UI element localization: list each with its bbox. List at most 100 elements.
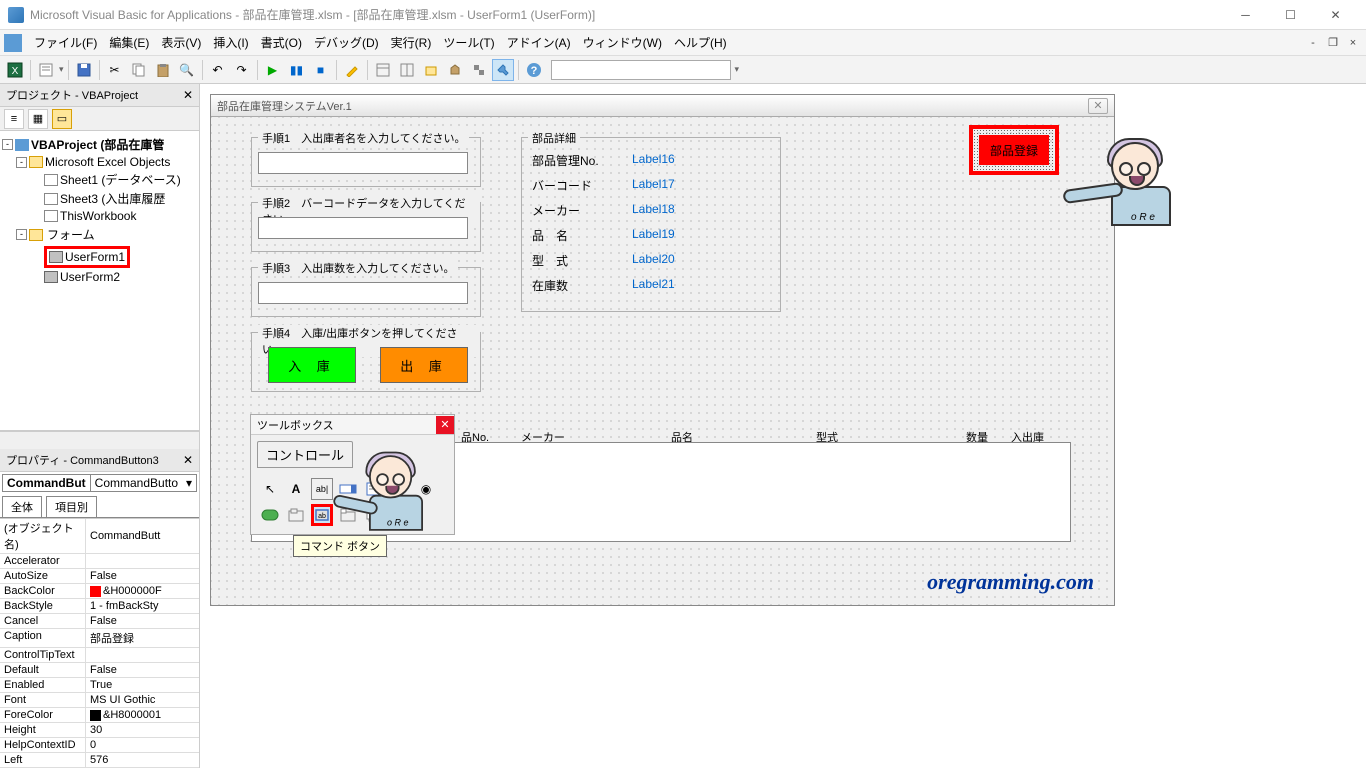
tool-pointer-icon[interactable]: ↖ bbox=[259, 478, 281, 500]
tree-toggle[interactable]: - bbox=[2, 139, 13, 150]
property-value[interactable] bbox=[86, 648, 199, 662]
property-value[interactable]: &H000000F bbox=[86, 584, 199, 598]
tool-label-icon[interactable]: A bbox=[285, 478, 307, 500]
properties-grid[interactable]: (オブジェクト名)CommandButtAcceleratorAutoSizeF… bbox=[0, 518, 199, 768]
out-button[interactable]: 出 庫 bbox=[380, 347, 468, 383]
project-hscroll[interactable] bbox=[0, 431, 199, 449]
groupbox-step2[interactable]: 手順2 バーコードデータを入力してください。 bbox=[251, 202, 481, 252]
menu-insert[interactable]: 挿入(I) bbox=[207, 31, 254, 54]
register-button[interactable]: 部品登録 bbox=[979, 135, 1049, 165]
help-icon[interactable]: ? bbox=[523, 59, 545, 81]
close-button[interactable]: ✕ bbox=[1313, 1, 1358, 29]
property-value[interactable]: 576 bbox=[86, 753, 199, 767]
tab-order-icon[interactable] bbox=[468, 59, 490, 81]
tree-sheet3[interactable]: Sheet3 (入出庫履歴 bbox=[60, 190, 165, 207]
chevron-down-icon[interactable]: ▾ bbox=[186, 476, 192, 490]
toolbox-window[interactable]: ツールボックス ✕ コントロール ↖ A ab| ☑ ◉ ab コマンド ボタン bbox=[250, 414, 455, 535]
property-row[interactable]: ForeColor&H8000001 bbox=[0, 708, 199, 723]
groupbox-detail[interactable]: 部品詳細 部品管理No.Label16バーコードLabel17メーカーLabel… bbox=[521, 137, 781, 312]
tree-excel-objects[interactable]: Microsoft Excel Objects bbox=[45, 155, 170, 169]
property-value[interactable]: 部品登録 bbox=[86, 629, 199, 647]
menu-run[interactable]: 実行(R) bbox=[385, 31, 438, 54]
in-button[interactable]: 入 庫 bbox=[268, 347, 356, 383]
property-value[interactable]: False bbox=[86, 663, 199, 677]
properties-window-icon[interactable] bbox=[396, 59, 418, 81]
toggle-folders-icon[interactable]: ▭ bbox=[52, 109, 72, 129]
project-explorer-icon[interactable] bbox=[372, 59, 394, 81]
property-row[interactable]: CancelFalse bbox=[0, 614, 199, 629]
properties-panel-close[interactable]: ✕ bbox=[183, 453, 193, 467]
tool-togglebutton-icon[interactable] bbox=[259, 504, 281, 526]
reset-icon[interactable]: ■ bbox=[310, 59, 332, 81]
menu-view[interactable]: 表示(V) bbox=[155, 31, 207, 54]
menu-debug[interactable]: デバッグ(D) bbox=[308, 31, 385, 54]
cut-icon[interactable]: ✂ bbox=[104, 59, 126, 81]
property-row[interactable]: ControlTipText bbox=[0, 648, 199, 663]
tree-project-root[interactable]: VBAProject (部品在庫管 bbox=[31, 136, 164, 153]
toolbox-tab-controls[interactable]: コントロール bbox=[257, 441, 353, 468]
property-row[interactable]: Left576 bbox=[0, 753, 199, 768]
property-value[interactable]: 1 - fmBackSty bbox=[86, 599, 199, 613]
property-value[interactable]: True bbox=[86, 678, 199, 692]
system-menu-icon[interactable] bbox=[4, 34, 22, 52]
property-value[interactable]: False bbox=[86, 569, 199, 583]
design-surface[interactable]: 部品在庫管理システムVer.1 ✕ 手順1 入出庫者名を入力してください。 手順… bbox=[200, 84, 1366, 768]
tree-thisworkbook[interactable]: ThisWorkbook bbox=[60, 209, 136, 223]
property-value[interactable]: 0 bbox=[86, 738, 199, 752]
menu-file[interactable]: ファイル(F) bbox=[28, 31, 103, 54]
tree-toggle[interactable]: - bbox=[16, 157, 27, 168]
menu-tools[interactable]: ツール(T) bbox=[437, 31, 500, 54]
property-value[interactable]: False bbox=[86, 614, 199, 628]
find-icon[interactable]: 🔍 bbox=[176, 59, 198, 81]
property-value[interactable]: MS UI Gothic bbox=[86, 693, 199, 707]
tool-textbox-icon[interactable]: ab| bbox=[311, 478, 333, 500]
menu-addins[interactable]: アドイン(A) bbox=[501, 31, 577, 54]
tree-sheet1[interactable]: Sheet1 (データベース) bbox=[60, 171, 181, 188]
tools-icon[interactable] bbox=[492, 59, 514, 81]
paste-icon[interactable] bbox=[152, 59, 174, 81]
position-combo[interactable] bbox=[551, 60, 731, 80]
menu-edit[interactable]: 編集(E) bbox=[103, 31, 155, 54]
toolbox-close-icon[interactable]: ✕ bbox=[436, 416, 454, 434]
tree-toggle[interactable]: - bbox=[16, 229, 27, 240]
property-row[interactable]: Accelerator bbox=[0, 554, 199, 569]
property-row[interactable]: FontMS UI Gothic bbox=[0, 693, 199, 708]
property-value[interactable]: CommandButt bbox=[86, 519, 199, 553]
menu-window[interactable]: ウィンドウ(W) bbox=[577, 31, 668, 54]
tree-userform1[interactable]: UserForm1 bbox=[65, 250, 125, 264]
tool-commandbutton-icon[interactable]: ab bbox=[311, 504, 333, 526]
menu-help[interactable]: ヘルプ(H) bbox=[668, 31, 733, 54]
tree-forms[interactable]: フォーム bbox=[47, 226, 95, 243]
property-value[interactable]: &H8000001 bbox=[86, 708, 199, 722]
design-mode-icon[interactable] bbox=[341, 59, 363, 81]
copy-icon[interactable] bbox=[128, 59, 150, 81]
groupbox-step1[interactable]: 手順1 入出庫者名を入力してください。 bbox=[251, 137, 481, 187]
undo-icon[interactable]: ↶ bbox=[207, 59, 229, 81]
property-row[interactable]: BackStyle1 - fmBackSty bbox=[0, 599, 199, 614]
groupbox-step4[interactable]: 手順4 入庫/出庫ボタンを押してください。 入 庫 出 庫 bbox=[251, 332, 481, 392]
mdi-restore[interactable]: ❐ bbox=[1324, 35, 1342, 51]
properties-tab-categorized[interactable]: 項目別 bbox=[46, 496, 97, 517]
save-icon[interactable] bbox=[73, 59, 95, 81]
menu-format[interactable]: 書式(O) bbox=[255, 31, 308, 54]
property-row[interactable]: Height30 bbox=[0, 723, 199, 738]
property-row[interactable]: BackColor&H000000F bbox=[0, 584, 199, 599]
redo-icon[interactable]: ↷ bbox=[231, 59, 253, 81]
view-excel-icon[interactable]: X bbox=[4, 59, 26, 81]
tree-userform2[interactable]: UserForm2 bbox=[60, 270, 120, 284]
mdi-close[interactable]: × bbox=[1344, 35, 1362, 51]
property-row[interactable]: HelpContextID0 bbox=[0, 738, 199, 753]
run-icon[interactable]: ▶ bbox=[262, 59, 284, 81]
property-row[interactable]: DefaultFalse bbox=[0, 663, 199, 678]
tool-frame-icon[interactable] bbox=[285, 504, 307, 526]
project-tree[interactable]: - VBAProject (部品在庫管 - Microsoft Excel Ob… bbox=[0, 131, 199, 431]
view-object-icon[interactable]: ▦ bbox=[28, 109, 48, 129]
properties-tab-all[interactable]: 全体 bbox=[2, 496, 42, 517]
property-row[interactable]: (オブジェクト名)CommandButt bbox=[0, 519, 199, 554]
step3-textbox[interactable] bbox=[258, 282, 468, 304]
groupbox-step3[interactable]: 手順3 入出庫数を入力してください。 bbox=[251, 267, 481, 317]
toolbox-icon[interactable] bbox=[444, 59, 466, 81]
property-row[interactable]: Caption部品登録 bbox=[0, 629, 199, 648]
minimize-button[interactable]: ─ bbox=[1223, 1, 1268, 29]
property-value[interactable] bbox=[86, 554, 199, 568]
